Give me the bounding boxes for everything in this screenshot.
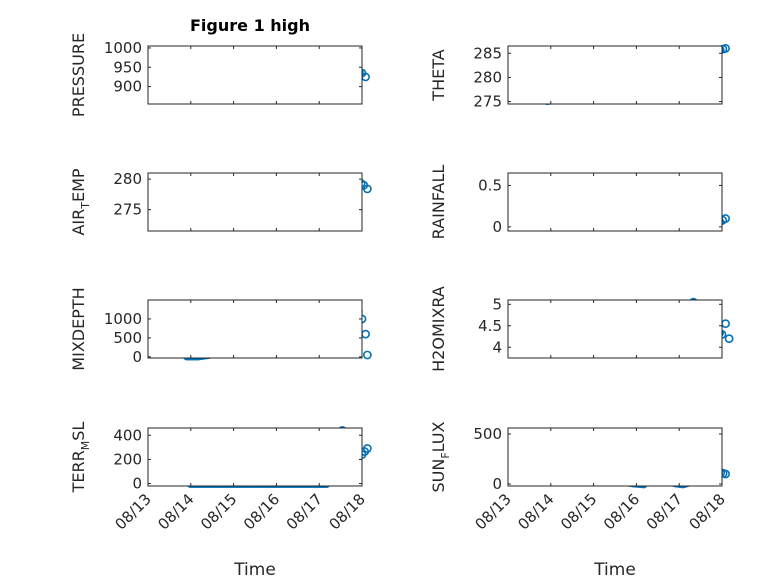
axes-frame [147,299,363,359]
data-point [362,444,372,453]
y-tick-label: 0 [132,475,142,493]
x-tick-label: 08/14 [514,490,557,533]
y-axis-label: MIXDEPTH [69,287,88,370]
y-tick-label: 5 [492,295,502,313]
y-tick-label: 4.5 [478,317,502,335]
y-axis-label: PRESSURE [69,33,88,117]
axes-frame [507,172,723,232]
x-tick-label: 08/13 [112,490,155,533]
subplot-theta: 275 280 285 THETA [429,44,730,111]
x-tick-label: 08/15 [557,490,600,533]
x-tick-label: 08/14 [154,490,197,533]
x-tick-label: 08/15 [197,490,240,533]
axes-frame [147,172,363,232]
data-point [362,350,372,360]
data-point [362,184,372,194]
x-tick-label: 08/16 [240,490,283,533]
y-tick-label: 275 [113,201,142,219]
y-tick-label: 1000 [104,310,142,328]
y-tick-label: 280 [113,170,142,188]
y-tick-label: 4 [492,338,502,356]
x-axis-label: Time [233,560,276,580]
x-tick-label: 08/17 [643,490,686,533]
y-tick-label: 275 [473,93,502,111]
data-point [721,319,730,329]
data-point [361,329,370,339]
subplot-rainfall: 0 0.5 RAINFALL [429,165,730,240]
axes-frame [507,45,723,105]
x-tick-label: 08/13 [472,490,515,533]
y-tick-label: 500 [473,425,502,443]
y-axis-label: SUNFLUX [429,421,452,492]
y-tick-label: 0.5 [478,176,502,194]
subplot-sun_flux: 08/13 08/14 08/15 08/16 08/17 08/18 0 500 SUNFLU… [429,421,730,580]
y-axis-label: TERRMSL [69,422,92,494]
y-axis-label: AIRTEMP [69,168,92,235]
y-axis-label: RAINFALL [429,165,448,240]
axes-frame [147,427,363,487]
data-point [724,334,734,344]
subplot-h2omixra: 4 4.5 5 H2OMIXRA [429,286,734,372]
y-tick-label: 285 [473,44,502,62]
y-tick-label: 500 [113,329,142,347]
y-tick-label: 900 [113,78,142,96]
axes-frame [507,427,723,487]
y-tick-label: 280 [473,68,502,86]
x-tick-label: 08/18 [686,490,729,533]
x-tick-label: 08/17 [283,490,326,533]
subplot-terr_msl: 08/13 08/14 08/15 08/16 08/17 08/18 0 200 400 TER… [69,422,372,580]
y-tick-label: 1000 [104,39,142,57]
y-tick-label: 400 [113,426,142,444]
y-tick-label: 950 [113,58,142,76]
subplot-air_temp: 275 280 AIRTEMP [69,168,372,236]
y-tick-label: 0 [492,218,502,236]
x-tick-label: 08/18 [326,490,369,533]
y-axis-label: THETA [429,49,448,101]
y-tick-label: 200 [113,450,142,468]
x-axis-label: Time [593,560,636,580]
axes-frame [147,45,363,105]
figure-title: Figure 1 high [190,16,310,35]
y-axis-label: H2OMIXRA [429,286,448,372]
y-tick-label: 0 [132,348,142,366]
y-tick-label: 0 [492,475,502,493]
axes-frame [507,299,723,359]
x-tick-label: 08/16 [600,490,643,533]
